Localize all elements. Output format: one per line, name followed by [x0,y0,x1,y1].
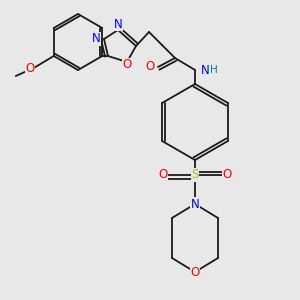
Text: N: N [190,197,200,211]
Text: O: O [122,58,132,71]
Text: O: O [146,61,154,74]
Text: O: O [190,266,200,278]
Text: O: O [222,169,232,182]
Text: O: O [158,169,168,182]
Text: O: O [25,61,34,74]
Text: H: H [210,65,218,75]
Text: N: N [114,17,122,31]
Text: S: S [191,169,199,182]
Text: N: N [92,32,100,46]
Text: N: N [201,64,210,76]
